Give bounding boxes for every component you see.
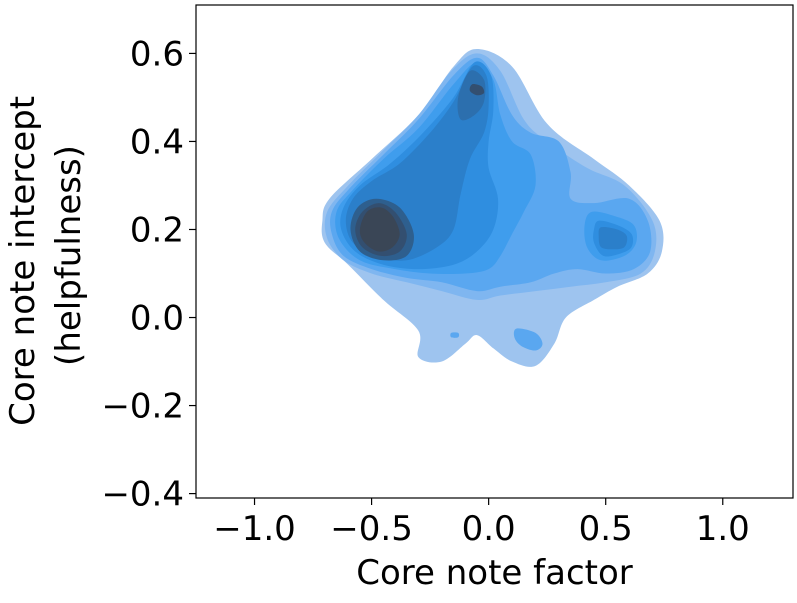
- y-tick-label: −0.2: [101, 387, 184, 427]
- axes-frame: [195, 4, 794, 499]
- x-tick-label: 1.0: [696, 509, 750, 549]
- y-axis-label-line-2: (helpfulness): [49, 145, 89, 366]
- density-contour-14: [513, 328, 543, 351]
- density-contour-10: [469, 84, 485, 96]
- x-tick-label: −0.5: [330, 509, 413, 549]
- density-contour-15: [450, 332, 460, 338]
- y-tick-label: 0.2: [130, 210, 184, 250]
- y-tick-label: 0.4: [130, 122, 184, 162]
- tick-layer: −1.0 −0.5 0.0 0.5 1.0 −0.4 −0.2 0.0 0.2 0.4 0.6: [101, 34, 749, 549]
- y-axis-label: Core note intercept (helpfulness): [3, 85, 89, 426]
- x-tick-label: 0.5: [579, 509, 633, 549]
- x-axis-label: Core note factor: [356, 553, 633, 593]
- y-axis-label-line-1: Core note intercept: [3, 96, 43, 426]
- y-tick-label: 0.0: [130, 299, 184, 339]
- density-layer: [321, 49, 664, 367]
- x-tick-label: −1.0: [213, 509, 296, 549]
- density-contour-9: [359, 207, 400, 252]
- y-tick-label: −0.4: [101, 475, 184, 515]
- y-tick-label: 0.6: [130, 34, 184, 74]
- density-contour-6: [457, 70, 486, 121]
- density-contour-13: [598, 226, 628, 250]
- x-tick-label: 0.0: [462, 509, 516, 549]
